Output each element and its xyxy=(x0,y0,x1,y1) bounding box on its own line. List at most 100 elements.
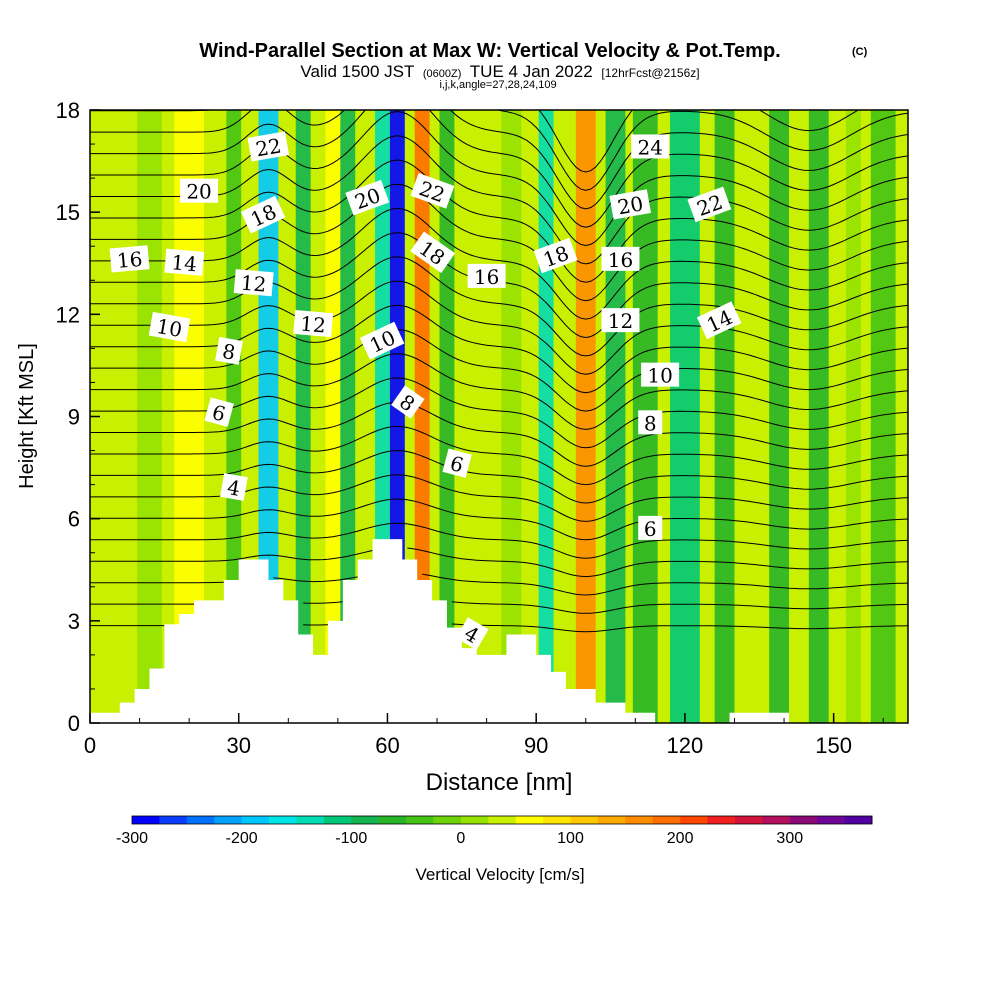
contour-label-box xyxy=(220,473,248,501)
contour-label: 20 xyxy=(609,189,651,220)
contour-label-box xyxy=(109,245,150,273)
velocity-band xyxy=(137,110,162,723)
velocity-band xyxy=(769,110,790,723)
contour-label-box xyxy=(233,269,274,297)
colorbar-tick-label: 0 xyxy=(456,830,465,847)
colorbar-swatch xyxy=(406,816,434,824)
contour-label-box xyxy=(391,385,425,419)
contour-label-box xyxy=(631,134,670,159)
velocity-band xyxy=(325,110,341,723)
contour-label-text: 6 xyxy=(210,400,229,426)
contour-label: 16 xyxy=(467,263,506,289)
chart-subtitle-indices: i,j,k,angle=27,28,24,109 xyxy=(439,79,556,91)
contour-label-box xyxy=(442,448,472,478)
isentrope-contours xyxy=(90,110,908,633)
contour-label: 4 xyxy=(455,617,489,650)
isentrope-line xyxy=(90,353,908,430)
contour-label-box xyxy=(204,397,234,427)
contour-label-text: 12 xyxy=(240,271,267,297)
y-axis: 0 3 6 9 12 15 18 xyxy=(56,98,100,736)
contour-label-box xyxy=(359,321,405,360)
velocity-band xyxy=(714,110,735,723)
colorbar-swatch xyxy=(269,816,297,824)
contour-label-box xyxy=(148,311,191,343)
colorbar-swatch xyxy=(817,816,846,824)
contour-label: 14 xyxy=(164,248,205,276)
contour-label-box xyxy=(601,246,640,271)
contour-label-text: 10 xyxy=(155,314,184,342)
colorbar-tick-label: -200 xyxy=(226,830,258,847)
contour-label-text: 8 xyxy=(644,411,657,435)
colorbar-tick-label: -300 xyxy=(116,830,148,847)
x-tick-label: 150 xyxy=(815,733,852,758)
isentrope-line xyxy=(90,573,908,596)
contour-label-box xyxy=(638,410,663,435)
colorbar-swatch xyxy=(159,816,188,824)
isentrope-line xyxy=(90,110,908,210)
colorbar-swatch xyxy=(323,816,352,824)
contour-label: 10 xyxy=(148,311,191,343)
contour-label: 20 xyxy=(345,179,390,216)
contour-label-text: 12 xyxy=(608,309,633,333)
isentrope-line xyxy=(90,280,908,375)
contour-label-text: 10 xyxy=(647,364,672,388)
colorbar-swatch xyxy=(597,816,626,824)
contour-label-box xyxy=(696,301,742,340)
colorbar-swatch xyxy=(844,816,873,824)
contour-label-box xyxy=(240,195,286,234)
contour-label: 16 xyxy=(109,245,150,273)
terrain xyxy=(90,539,908,723)
colorbar-frame xyxy=(131,815,873,825)
velocity-band xyxy=(501,110,522,723)
colorbar-swatch xyxy=(378,816,407,824)
velocity-band xyxy=(414,110,430,723)
contour-label: 16 xyxy=(601,246,640,272)
y-tick-label: 0 xyxy=(68,711,80,736)
contour-label-text: 24 xyxy=(637,135,662,159)
velocity-band xyxy=(295,110,311,723)
contour-label: 8 xyxy=(215,336,243,365)
isentrope-line xyxy=(90,623,908,633)
colorbar-swatch xyxy=(433,816,462,824)
isentrope-line xyxy=(90,401,908,467)
colorbar-swatch xyxy=(570,816,599,824)
contour-label-text: 14 xyxy=(170,250,197,276)
colorbar-swatch xyxy=(652,816,681,824)
colorbar-swatch xyxy=(186,816,215,824)
contour-label: 20 xyxy=(180,178,219,204)
colorbar-swatch xyxy=(789,816,818,824)
contour-label-text: 8 xyxy=(220,339,237,365)
colorbar-swatch xyxy=(707,816,736,824)
velocity-band xyxy=(107,110,123,723)
isentrope-line xyxy=(90,135,908,265)
contour-label-box xyxy=(533,237,578,274)
x-axis-label: Distance [nm] xyxy=(426,769,573,796)
colorbar-tick-label: 200 xyxy=(667,830,694,847)
x-tick-label: 30 xyxy=(226,733,250,758)
colorbar-swatch xyxy=(214,816,243,824)
contour-label-box xyxy=(180,178,219,203)
isentrope-line xyxy=(90,207,908,320)
x-tick-label: 60 xyxy=(375,733,399,758)
isentrope-line xyxy=(90,522,908,559)
contour-label-box xyxy=(410,231,456,273)
y-tick-label: 15 xyxy=(56,200,80,225)
contour-label-text: 6 xyxy=(644,517,657,541)
isentrope-line xyxy=(90,256,908,357)
velocity-band xyxy=(739,110,760,723)
colorbar-swatch xyxy=(296,816,325,824)
y-tick-label: 12 xyxy=(56,302,80,327)
contour-label: 8 xyxy=(638,410,663,435)
x-tick-label: 0 xyxy=(84,733,96,758)
colorbar-swatch xyxy=(680,816,709,824)
colorbar-label: Vertical Velocity [cm/s] xyxy=(415,865,584,884)
contour-label: 22 xyxy=(247,131,290,162)
contour-label-text: 16 xyxy=(116,247,143,273)
contour-label: 4 xyxy=(220,473,248,501)
contour-label-box xyxy=(467,263,506,288)
contour-label-box xyxy=(638,515,663,540)
contour-label: 8 xyxy=(391,385,425,419)
chart-title-mark: (C) xyxy=(852,46,868,58)
colorbar-swatch xyxy=(241,816,270,824)
